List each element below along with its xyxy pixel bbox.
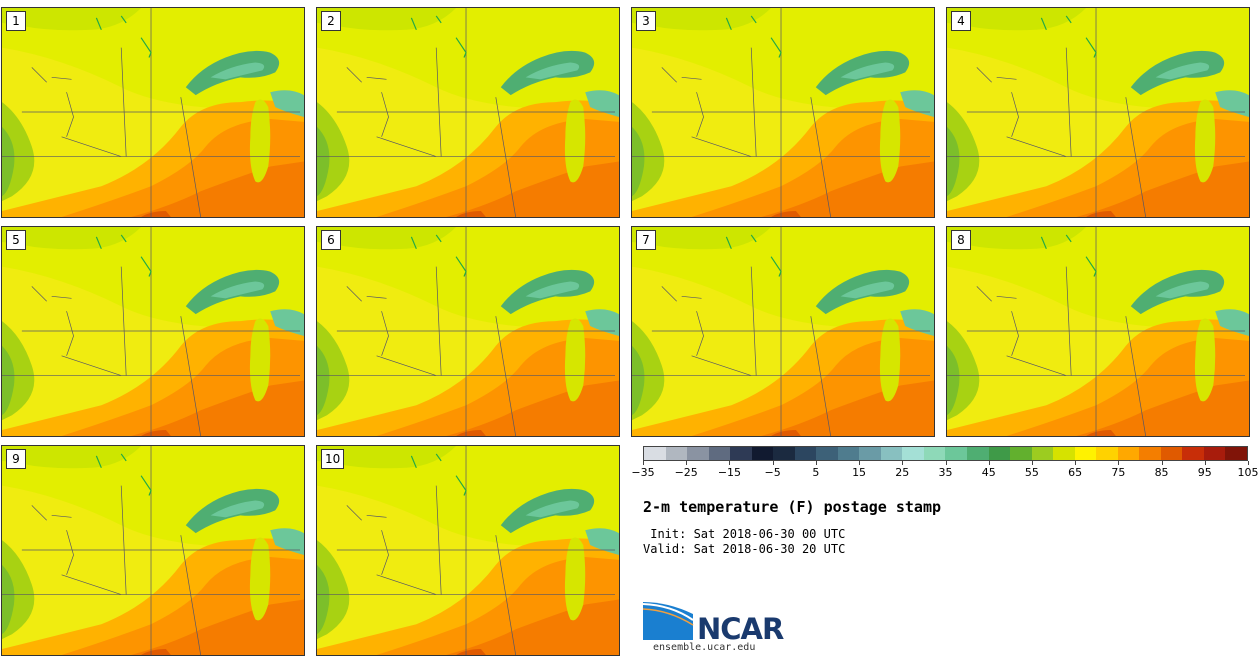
website-url: ensemble.ucar.edu — [653, 642, 756, 653]
colorbar-tick-label: −15 — [717, 466, 742, 479]
colorbar-swatch — [1010, 447, 1032, 460]
colorbar-swatch — [1053, 447, 1075, 460]
colorbar-swatch — [730, 447, 752, 460]
colorbar-tick-label: 55 — [1024, 466, 1039, 479]
colorbar-labels: −35−25−15−55152535455565758595105115 — [631, 466, 1258, 480]
map-image — [947, 227, 1249, 436]
panel-number: 3 — [636, 11, 656, 31]
map-image — [632, 8, 934, 217]
colorbar-swatch — [1031, 447, 1054, 460]
ncar-logo-icon — [643, 602, 694, 640]
colorbar-swatch — [1225, 447, 1247, 460]
colorbar-swatch — [988, 447, 1011, 460]
temperature-colorbar — [643, 446, 1248, 461]
init-time: Init: Sat 2018-06-30 00 UTC — [643, 527, 846, 541]
colorbar-tick — [643, 461, 644, 465]
ensemble-panel-3: 3 — [631, 7, 935, 218]
valid-time: Valid: Sat 2018-06-30 20 UTC — [643, 542, 846, 556]
colorbar-tick — [815, 461, 817, 465]
panel-number: 1 — [6, 11, 26, 31]
panel-number: 7 — [636, 230, 656, 250]
colorbar-tick-label: 85 — [1154, 466, 1169, 479]
colorbar-swatch — [687, 447, 709, 460]
colorbar-tick-label: −35 — [631, 466, 655, 479]
colorbar-tick — [729, 461, 731, 465]
colorbar-swatch — [902, 447, 924, 460]
colorbar-swatch — [816, 447, 838, 460]
ensemble-panel-6: 6 — [316, 226, 620, 437]
colorbar-tick-label: 25 — [895, 466, 910, 479]
colorbar-swatch — [1203, 447, 1226, 460]
colorbar-swatch — [837, 447, 860, 460]
colorbar-tick — [1248, 461, 1249, 465]
panel-number: 4 — [951, 11, 971, 31]
panel-number: 2 — [321, 11, 341, 31]
colorbar-swatch — [665, 447, 688, 460]
map-image — [2, 8, 304, 217]
map-image — [317, 227, 619, 436]
colorbar-swatch — [1096, 447, 1118, 460]
colorbar-swatch — [1160, 447, 1183, 460]
colorbar-tick — [945, 461, 947, 465]
ensemble-panel-7: 7 — [631, 226, 935, 437]
panel-number: 8 — [951, 230, 971, 250]
map-image — [317, 8, 619, 217]
colorbar-swatch — [644, 447, 666, 460]
colorbar-tick-label: 35 — [938, 466, 953, 479]
colorbar-swatch — [923, 447, 946, 460]
panel-number: 5 — [6, 230, 26, 250]
ensemble-panel-1: 1 — [1, 7, 305, 218]
colorbar-swatch — [880, 447, 903, 460]
colorbar-swatch — [859, 447, 881, 460]
colorbar-tick — [772, 461, 774, 465]
colorbar-tick-label: −5 — [764, 466, 781, 479]
map-image — [317, 446, 619, 655]
ensemble-panel-10: 10 — [316, 445, 620, 656]
colorbar-swatch — [708, 447, 731, 460]
colorbar-tick — [1118, 461, 1120, 465]
ensemble-panel-5: 5 — [1, 226, 305, 437]
map-image — [632, 227, 934, 436]
colorbar-tick-label: 45 — [981, 466, 996, 479]
panel-number: 6 — [321, 230, 341, 250]
colorbar-swatch — [1182, 447, 1204, 460]
map-image — [2, 227, 304, 436]
colorbar-ticks — [643, 461, 1249, 465]
ensemble-panel-2: 2 — [316, 7, 620, 218]
ensemble-panel-4: 4 — [946, 7, 1250, 218]
panel-number: 10 — [321, 449, 345, 469]
ensemble-panel-8: 8 — [946, 226, 1250, 437]
colorbar-tick-label: 65 — [1068, 466, 1083, 479]
colorbar-tick-label: 105 — [1237, 466, 1259, 479]
ensemble-panel-9: 9 — [1, 445, 305, 656]
colorbar-swatch — [773, 447, 795, 460]
colorbar-tick-label: 15 — [852, 466, 867, 479]
colorbar-tick — [1031, 461, 1033, 465]
colorbar-tick-label: −25 — [674, 466, 698, 479]
colorbar-tick — [988, 461, 990, 465]
colorbar-swatch — [794, 447, 817, 460]
colorbar-swatch — [966, 447, 989, 460]
colorbar-tick — [686, 461, 688, 465]
map-image — [947, 8, 1249, 217]
colorbar-tick — [902, 461, 904, 465]
colorbar-tick — [1075, 461, 1077, 465]
colorbar-tick — [1161, 461, 1163, 465]
colorbar-tick — [859, 461, 861, 465]
logo-text: NCAR — [697, 612, 784, 646]
plot-title: 2-m temperature (F) postage stamp — [643, 498, 942, 516]
colorbar-swatch — [1117, 447, 1140, 460]
colorbar-swatch — [1139, 447, 1161, 460]
colorbar-tick-label: 75 — [1111, 466, 1126, 479]
panel-number: 9 — [6, 449, 26, 469]
map-image — [2, 446, 304, 655]
colorbar-tick — [1204, 461, 1206, 465]
colorbar-swatch — [1074, 447, 1097, 460]
colorbar-swatch — [751, 447, 774, 460]
colorbar-swatch — [945, 447, 967, 460]
colorbar-tick-label: 95 — [1197, 466, 1212, 479]
colorbar-tick-label: 5 — [812, 466, 820, 479]
